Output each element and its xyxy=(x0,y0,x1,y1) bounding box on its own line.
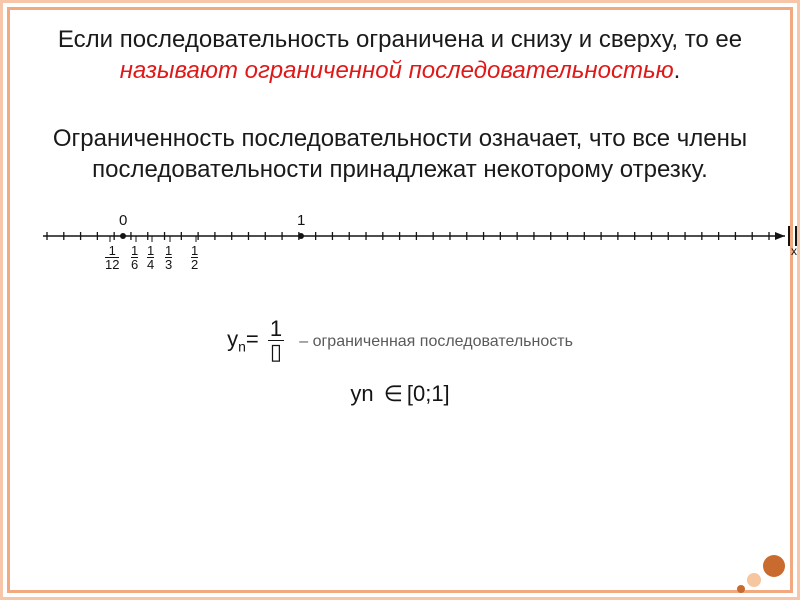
formula-frac-top: 1 xyxy=(268,318,284,341)
fraction-label: 12 xyxy=(191,244,198,271)
interval-statement: yn ∈[0;1] xyxy=(43,381,757,407)
paragraph-1: Если последовательность ограничена и сни… xyxy=(43,25,757,86)
interval-range: [0;1] xyxy=(407,381,450,406)
para1-highlight: называют ограниченной последовательность… xyxy=(120,57,674,84)
axis-label-x: x xyxy=(791,244,797,258)
slide-frame: Если последовательность ограничена и сни… xyxy=(0,0,800,600)
fraction-label: 112 xyxy=(105,244,119,271)
bullet-dot xyxy=(737,585,745,593)
fraction-label: 14 xyxy=(147,244,154,271)
corner-bullets xyxy=(733,547,797,597)
fraction-label: 16 xyxy=(131,244,138,271)
fraction-label: 13 xyxy=(165,244,172,271)
formula: yn= 1 ▯ – ограниченная последовательност… xyxy=(43,318,757,363)
interval-lhs-base: y xyxy=(350,381,361,406)
formula-lhs-base: y xyxy=(227,326,238,351)
interval-in: ∈ xyxy=(384,381,403,406)
para1-suffix: . xyxy=(674,57,681,84)
interval-lhs-sub: n xyxy=(361,381,373,406)
bullet-dot xyxy=(763,555,785,577)
bullet-dot xyxy=(747,573,761,587)
slide-content: Если последовательность ограничена и сни… xyxy=(21,21,779,579)
number-line: 0 1 x 11216141312 xyxy=(43,204,757,316)
para1-prefix: Если последовательность ограничена и сни… xyxy=(58,26,742,53)
formula-description: – ограниченная последовательность xyxy=(299,333,573,350)
formula-lhs-sub: n xyxy=(238,339,246,355)
axis-label-zero: 0 xyxy=(119,212,127,229)
formula-frac-bot: ▯ xyxy=(268,341,284,363)
paragraph-2: Ограниченность последовательности означа… xyxy=(43,124,757,185)
formula-fraction: 1 ▯ xyxy=(268,318,284,363)
number-line-svg xyxy=(43,204,799,274)
axis-label-one: 1 xyxy=(297,212,305,229)
formula-equals: = xyxy=(246,326,259,351)
